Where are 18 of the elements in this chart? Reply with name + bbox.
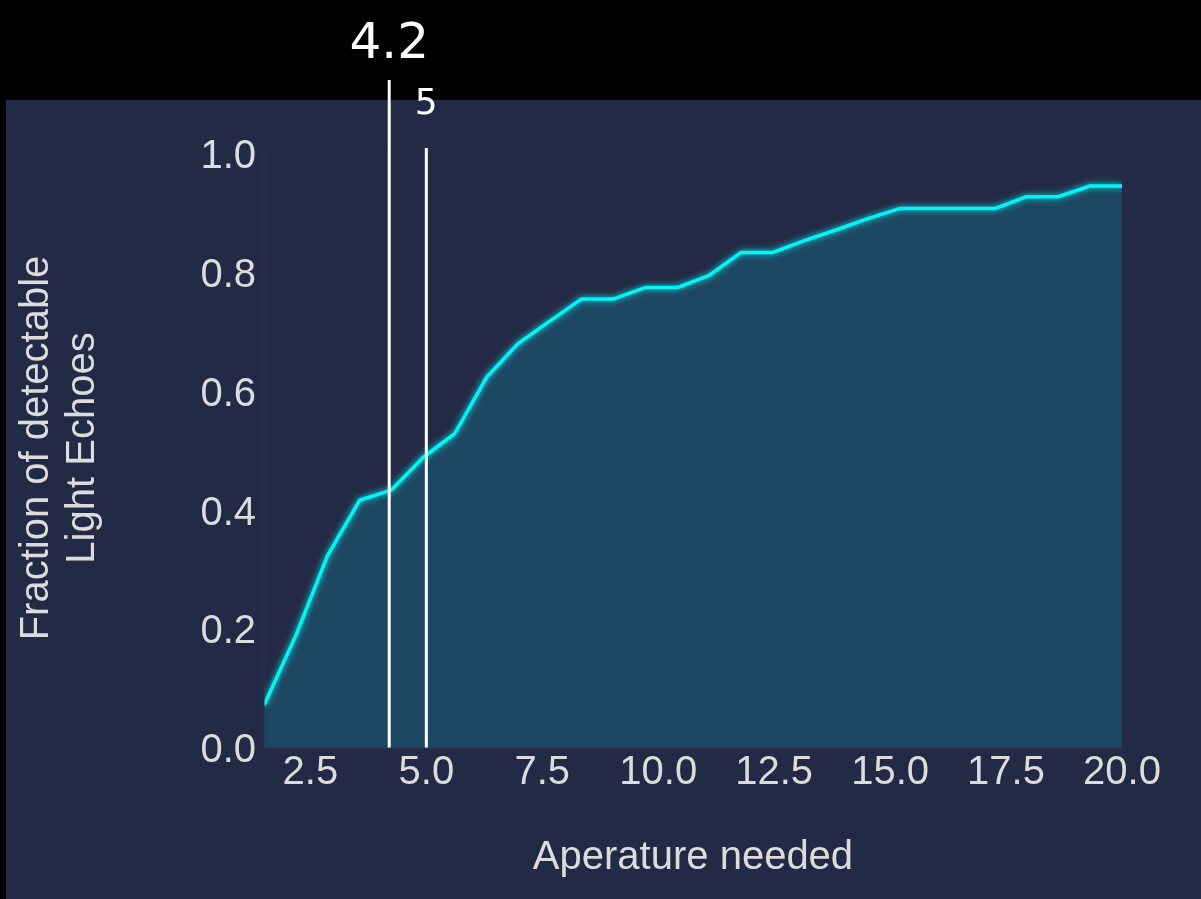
y-tick-label: 0.2 xyxy=(200,607,256,652)
x-tick-label: 12.5 xyxy=(735,748,814,793)
x-tick-label: 7.5 xyxy=(514,748,571,793)
x-tick-label: 5.0 xyxy=(398,748,455,793)
x-tick-label: 2.5 xyxy=(282,748,339,793)
x-axis-title: Aperature needed xyxy=(532,833,854,877)
y-tick-label: 0.6 xyxy=(200,369,256,414)
ref-line-label: 4.2 xyxy=(349,12,429,70)
y-tick-label: 0.0 xyxy=(200,726,256,771)
ref-line-label: 5 xyxy=(414,81,438,122)
y-tick-label: 1.0 xyxy=(200,132,256,177)
x-tick-label: 15.0 xyxy=(851,748,930,793)
x-tick-label: 17.5 xyxy=(967,748,1045,793)
x-tick-label: 10.0 xyxy=(619,748,698,793)
x-tick-label: 20.0 xyxy=(1083,748,1161,793)
y-tick-label: 0.4 xyxy=(200,488,256,533)
y-tick-label: 0.8 xyxy=(200,250,256,295)
y-axis-title: Fraction of detectable Light Echoes xyxy=(12,255,102,641)
